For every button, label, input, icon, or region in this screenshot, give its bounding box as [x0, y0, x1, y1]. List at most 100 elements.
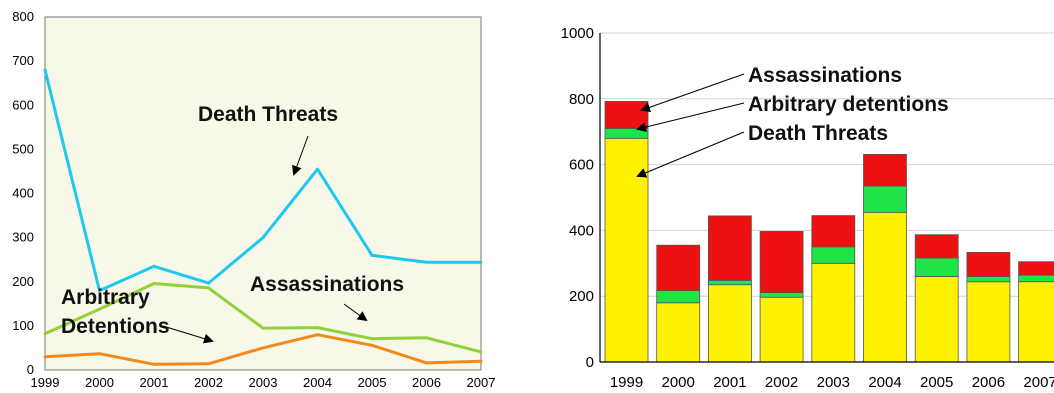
bar-segment-assassinations [604, 101, 649, 129]
data-point [207, 281, 210, 285]
bar-segment-assassinations [863, 153, 907, 187]
data-point [152, 282, 156, 285]
data-point [370, 343, 374, 347]
data-point [425, 336, 428, 340]
x-tick-label: 2005 [920, 374, 953, 391]
y-tick-label: 0 [27, 362, 34, 377]
bar-segment-death-threats [1018, 281, 1054, 363]
x-tick-label: 1999 [31, 375, 60, 390]
data-point [152, 264, 156, 268]
arrow-death-threats [292, 135, 309, 176]
x-tick-label: 2003 [817, 374, 850, 391]
legend-label-arbitrary-detentions: Arbitrary detentions [748, 93, 949, 116]
data-point [261, 326, 265, 330]
bar-segment-assassinations [811, 215, 856, 248]
annotation-assassinations: Assassinations [250, 273, 404, 296]
bar-segment-death-threats [604, 137, 649, 363]
bar-segment-assassinations [914, 234, 959, 259]
data-point [207, 286, 210, 290]
data-point [316, 333, 319, 337]
data-point [479, 359, 483, 363]
x-tick-label: 2000 [85, 375, 114, 390]
data-point [98, 352, 101, 356]
x-tick-label: 2006 [412, 375, 441, 390]
data-point [207, 362, 210, 366]
data-point [370, 253, 374, 257]
line-chart-series [43, 68, 483, 366]
x-tick-label: 2004 [303, 375, 332, 390]
bar-segment-arbitrary-detentions [1018, 274, 1054, 283]
bar-segment-arbitrary-detentions [811, 246, 856, 264]
x-tick-label: 2007 [467, 375, 496, 390]
data-point [98, 289, 101, 293]
y-tick-label: 0 [586, 354, 594, 371]
bar-segment-assassinations [1018, 261, 1054, 276]
x-tick-label: 1999 [610, 374, 643, 391]
bar-segment-arbitrary-detentions [914, 257, 959, 277]
data-point [261, 346, 265, 350]
bar-segment-death-threats [708, 284, 752, 363]
x-tick-label: 2001 [713, 374, 746, 391]
y-tick-label: 600 [12, 97, 34, 112]
x-tick-label: 2006 [972, 374, 1005, 391]
x-tick-label: 2002 [765, 374, 798, 391]
bar-segment-death-threats [759, 296, 804, 363]
data-point [316, 167, 319, 171]
x-tick-label: 2000 [662, 374, 695, 391]
data-point [261, 236, 265, 240]
data-point [98, 307, 101, 311]
y-tick-label: 1000 [561, 25, 594, 42]
bar-segment-arbitrary-detentions [759, 292, 804, 298]
arrow-arbitrary-detentions [162, 325, 214, 344]
x-tick-label: 2002 [194, 375, 223, 390]
x-tick-label: 2004 [868, 374, 901, 391]
bar-segment-assassinations [966, 251, 1011, 277]
data-point [43, 332, 47, 336]
y-tick-label: 200 [569, 288, 594, 305]
bar-chart-x-axis: 1999 2000 2001 2002 2003 2004 2005 2006 2007 [610, 374, 1054, 391]
arrow-death-threats-bar [636, 131, 745, 178]
data-point [425, 361, 428, 365]
y-tick-label: 500 [12, 141, 34, 156]
data-point [370, 337, 374, 341]
bar-segment-death-threats [966, 281, 1011, 363]
y-tick-label: 100 [12, 318, 34, 333]
legend-label-assassinations: Assassinations [748, 64, 902, 87]
data-point [479, 260, 483, 264]
stacked-bar-chart: 0 200 400 600 800 1000 1999 2000 2001 2002 2003 20… [561, 25, 1054, 391]
data-point [43, 68, 47, 72]
bar-segment-death-threats [914, 276, 959, 363]
line-chart-x-axis: 1999 2000 2001 2002 2003 2004 2005 2006 2007 [31, 375, 496, 390]
line-chart-y-axis: 0 100 200 300 400 500 600 700 800 [12, 9, 34, 377]
y-tick-label: 400 [12, 186, 34, 201]
arrow-arbitrary-bar [636, 102, 745, 132]
line-chart-plot-area [44, 16, 482, 371]
annotation-arbitrary-line2: Detentions [61, 315, 170, 338]
bar-segment-death-threats [811, 262, 856, 363]
x-tick-label: 2007 [1023, 374, 1054, 391]
bar-segment-arbitrary-detentions [708, 279, 752, 286]
y-tick-label: 800 [569, 91, 594, 108]
data-point [152, 362, 156, 366]
data-point [316, 326, 319, 330]
y-tick-label: 200 [12, 274, 34, 289]
data-point [43, 355, 47, 359]
legend-label-death-threats: Death Threats [748, 122, 888, 145]
data-point [479, 350, 483, 354]
arrow-assassinations-bar [640, 73, 745, 113]
bar-segment-assassinations [656, 244, 701, 291]
y-tick-label: 400 [569, 222, 594, 239]
arrow-assassinations [343, 303, 368, 322]
x-tick-label: 2005 [358, 375, 387, 390]
bar-segment-arbitrary-detentions [656, 290, 701, 304]
data-point [425, 260, 428, 264]
line-chart: 0 100 200 300 400 500 600 700 800 1999 2000 2001 20… [12, 9, 495, 390]
annotation-arbitrary-line1: Arbitrary [61, 286, 150, 309]
bar-segment-arbitrary-detentions [863, 185, 907, 213]
annotation-death-threats: Death Threats [198, 103, 338, 126]
y-tick-label: 700 [12, 53, 34, 68]
bar-segment-assassinations [708, 215, 752, 281]
bar-segment-arbitrary-detentions [604, 127, 649, 139]
bar-segment-assassinations [759, 230, 804, 293]
